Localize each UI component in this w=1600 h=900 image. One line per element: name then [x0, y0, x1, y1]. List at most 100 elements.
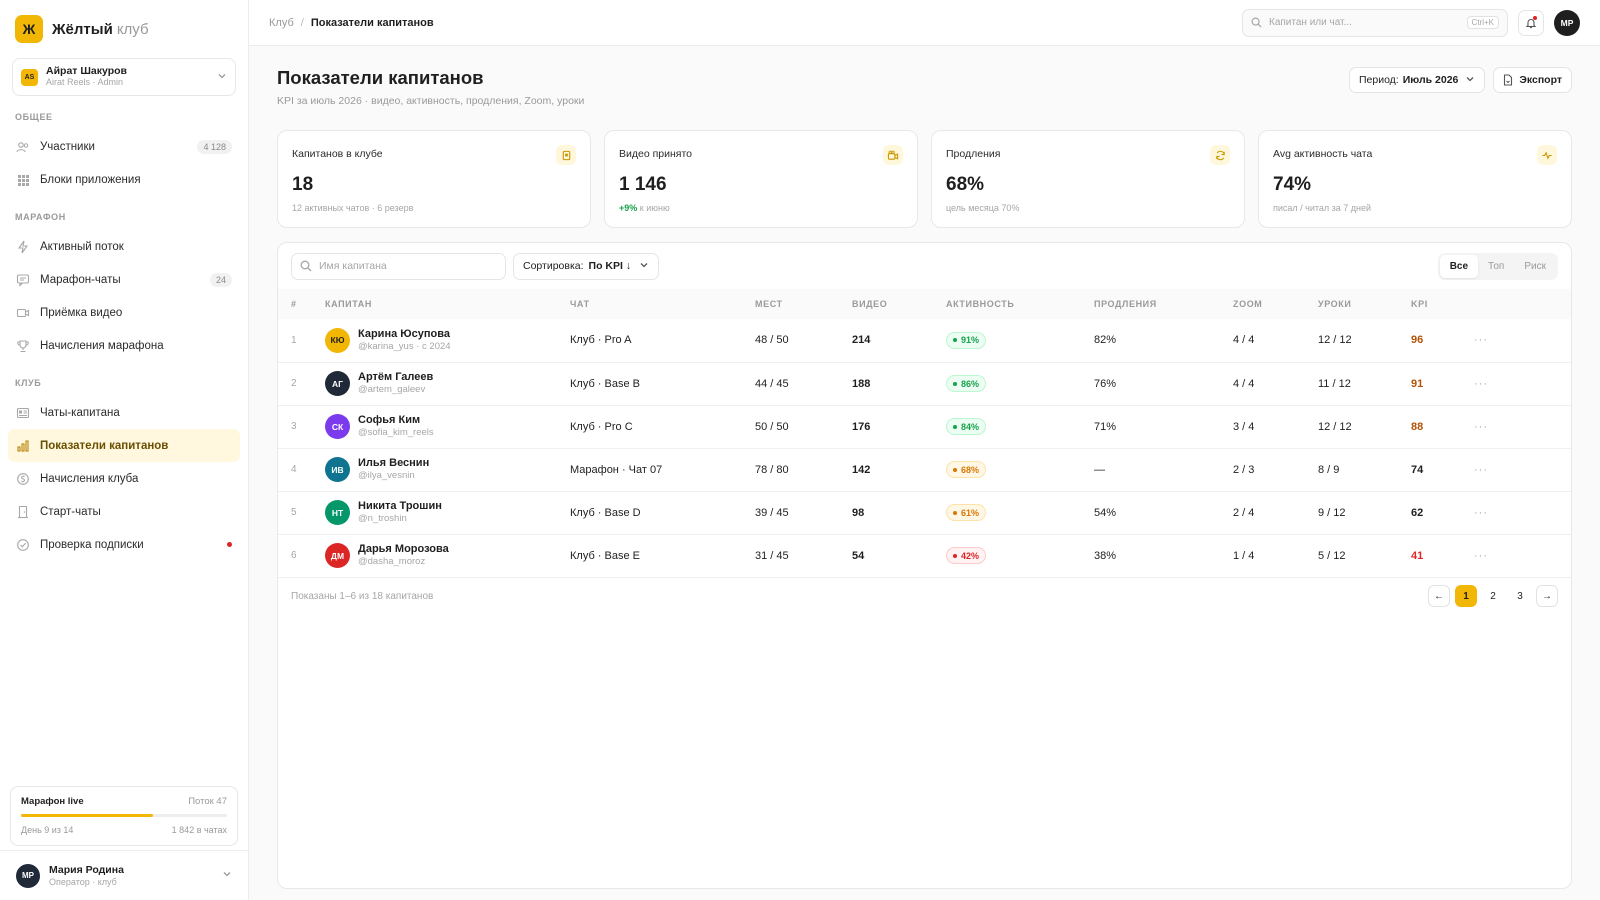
sidebar-item[interactable]: Показатели капитанов — [8, 429, 240, 462]
captain-name[interactable]: Карина Юсупова — [358, 327, 450, 340]
seats-cell: 48 / 50 — [755, 319, 852, 363]
captain-name[interactable]: Артём Галеев — [358, 371, 434, 383]
account-switcher[interactable]: AS Айрат Шакуров Airat Reels · Admin — [12, 58, 236, 96]
chat-icon — [16, 273, 30, 287]
captain-name[interactable]: Илья Веснин — [358, 457, 430, 469]
chart-icon — [16, 439, 30, 453]
activity-cell: 61% — [946, 491, 1094, 535]
page-button[interactable]: 3 — [1509, 585, 1531, 607]
more-icon[interactable]: ··· — [1474, 506, 1488, 519]
more-icon[interactable]: ··· — [1474, 420, 1488, 433]
activity-cell: 68% — [946, 448, 1094, 492]
sidebar-item[interactable]: Приёмка видео — [8, 296, 240, 329]
captain-cell: КЮ Карина Юсупова @karina_yus · с 2024 — [325, 319, 570, 363]
sidebar-item[interactable]: Старт-чаты — [8, 495, 240, 528]
column-header[interactable]: МЕСТ — [755, 299, 783, 309]
current-user[interactable]: МР Мария Родина Оператор · клуб — [0, 850, 248, 900]
lessons-cell: 5 / 12 — [1318, 534, 1411, 578]
notifications-button[interactable] — [1518, 9, 1544, 36]
pagination: ← 1 2 3 → — [1428, 585, 1558, 607]
sort-select[interactable]: Сортировка: По KPI ↓ — [513, 252, 660, 280]
column-header[interactable]: УРОКИ — [1318, 299, 1352, 309]
marathon-live-card[interactable]: Марафон live Поток 47 День 9 из 14 1 842… — [10, 786, 238, 846]
kpi-sub-text: цель месяца 70% — [946, 203, 1020, 213]
sidebar-item[interactable]: Чаты-капитана — [8, 396, 240, 429]
table-row[interactable]: 4 ИВ Илья Веснин @ilya_vesnin Марафон · Чат … — [278, 448, 1571, 492]
captain-search-input[interactable]: Имя капитана — [291, 252, 506, 280]
filter-tab[interactable]: Все — [1439, 254, 1479, 278]
kpi-delta: +9% — [619, 203, 638, 213]
filter-tab[interactable]: Топ — [1488, 260, 1505, 272]
row-number: 6 — [278, 534, 325, 578]
table-row[interactable]: 6 ДМ Дарья Морозова @dasha_moroz Клуб · Base… — [278, 534, 1571, 578]
table-row[interactable]: 1 КЮ Карина Юсупова @karina_yus · с 2024 Клу… — [278, 319, 1571, 363]
sidebar-item[interactable]: Начисления клуба — [8, 462, 240, 495]
column-header[interactable]: ПРОДЛЕНИЯ — [1094, 299, 1157, 309]
sidebar-item[interactable]: Начисления марафона — [8, 329, 240, 362]
column-header[interactable]: # — [291, 299, 297, 309]
seats-cell: 50 / 50 — [755, 405, 852, 449]
activity-badge: 84% — [946, 418, 987, 435]
sidebar-item-label: Приёмка видео — [40, 306, 123, 319]
kpi-sub-text: 12 активных чатов · 6 резерв — [292, 203, 414, 213]
sidebar-item[interactable]: Проверка подписки — [8, 528, 240, 561]
user-avatar-button[interactable]: МР — [1554, 9, 1580, 36]
more-icon[interactable]: ··· — [1474, 549, 1488, 562]
kpi-cell: 74 — [1411, 448, 1474, 492]
captain-name[interactable]: Софья Ким — [358, 414, 421, 426]
activity-cell: 91% — [946, 319, 1094, 363]
chat-cell: Марафон · Чат 07 — [570, 448, 755, 492]
kpi-sub: 12 активных чатов · 6 резерв — [292, 203, 576, 213]
sidebar-item[interactable]: Участники 4 128 — [8, 130, 240, 163]
lessons-cell: 11 / 12 — [1318, 362, 1411, 406]
more-icon[interactable]: ··· — [1474, 377, 1488, 390]
grid-icon — [16, 173, 30, 187]
table-row[interactable]: 3 СК Софья Ким @sofia_kim_reels Клуб · Pro C… — [278, 405, 1571, 449]
column-header[interactable]: KPI — [1411, 299, 1428, 309]
prev-page-button[interactable]: ← — [1428, 585, 1450, 607]
brand[interactable]: Ж Жёлтый клуб — [0, 0, 248, 58]
more-icon[interactable]: ··· — [1474, 463, 1488, 476]
status-dot — [953, 424, 957, 429]
captain-handle: @n_troshin — [358, 513, 407, 524]
page-subtitle: KPI за июль 2026 · видео, активность, пр… — [277, 95, 585, 107]
column-header[interactable]: АКТИВНОСТЬ — [946, 299, 1015, 309]
brand-name: Жёлтый — [52, 20, 113, 38]
breadcrumb-root[interactable]: Клуб — [269, 16, 294, 29]
row-actions-cell: ··· — [1474, 405, 1571, 449]
captain-name[interactable]: Дарья Морозова — [358, 543, 449, 555]
column-header[interactable]: ZOOM — [1233, 299, 1263, 309]
row-actions-cell: ··· — [1474, 448, 1571, 492]
filter-tab[interactable]: Риск — [1524, 260, 1546, 272]
export-button[interactable]: Экспорт — [1493, 67, 1572, 93]
avatar: ДМ — [325, 543, 350, 568]
column-header[interactable]: ВИДЕО — [852, 299, 888, 309]
search-shortcut: Ctrl+K — [1466, 16, 1499, 29]
next-page-button[interactable]: → — [1536, 585, 1558, 607]
page-button[interactable]: 2 — [1482, 585, 1504, 607]
videos-cell: 142 — [852, 448, 946, 492]
sidebar-item[interactable]: Марафон-чаты 24 — [8, 263, 240, 296]
status-dot — [953, 510, 957, 515]
marathon-progress-fill — [21, 814, 153, 817]
column-header[interactable]: КАПИТАН — [325, 299, 372, 309]
captain-name[interactable]: Никита Трошин — [358, 500, 442, 512]
door-icon — [16, 505, 30, 519]
global-search-input[interactable]: Капитан или чат... Ctrl+K — [1242, 8, 1508, 37]
seats-cell: 31 / 45 — [755, 534, 852, 578]
activity-cell: 86% — [946, 362, 1094, 406]
chevron-down-icon — [217, 71, 227, 84]
sidebar-item[interactable]: Блоки приложения — [8, 163, 240, 196]
renewals-cell: 54% — [1094, 491, 1233, 535]
period-select[interactable]: Период: Июль 2026 — [1348, 67, 1486, 93]
more-icon[interactable]: ··· — [1474, 334, 1488, 347]
page-button[interactable]: 1 — [1455, 585, 1477, 607]
lessons-cell: 8 / 9 — [1318, 448, 1411, 492]
table-row[interactable]: 2 АГ Артём Галеев @artem_galeev Клуб · Base … — [278, 362, 1571, 406]
captain-cell: ИВ Илья Веснин @ilya_vesnin — [325, 448, 570, 492]
sidebar-item[interactable]: Активный поток — [8, 230, 240, 263]
captain-cell: НТ Никита Трошин @n_troshin — [325, 491, 570, 535]
column-header[interactable]: ЧАТ — [570, 299, 590, 309]
activity-cell: 42% — [946, 534, 1094, 578]
